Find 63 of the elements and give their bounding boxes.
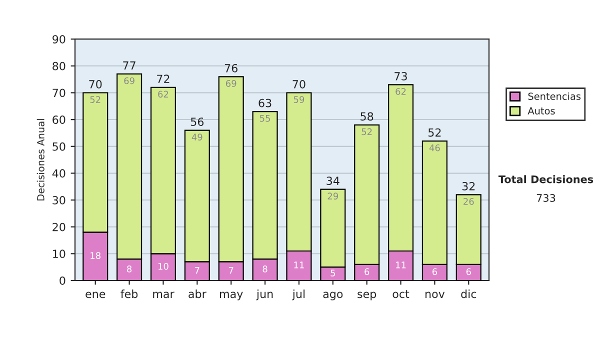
data-label: 11 [396, 262, 406, 268]
y-tick-label: 90 [52, 35, 66, 44]
data-label: 29 [328, 192, 338, 200]
data-label: 52 [90, 96, 100, 103]
total-label: 72 [157, 74, 170, 83]
total-label: 56 [190, 118, 204, 126]
text: Total Decisiones [498, 175, 594, 184]
text: 733 [536, 194, 556, 202]
x-tick-label: abr [188, 290, 206, 298]
total-label: 63 [258, 98, 272, 108]
y-tick-label: 10 [53, 250, 66, 258]
total-label: 77 [123, 61, 136, 70]
y-tick-label: 50 [52, 142, 66, 151]
data-label: 7 [195, 267, 200, 274]
data-label: 69 [124, 77, 134, 84]
x-tick-label: ago [323, 292, 343, 300]
data-label: 52 [362, 128, 372, 136]
y-tick-label: 40 [52, 169, 66, 178]
total-label: 34 [326, 176, 340, 186]
data-label: 10 [158, 262, 168, 270]
data-label: 62 [158, 90, 168, 98]
data-label: 11 [294, 262, 304, 268]
x-tick-label: sep [358, 292, 376, 300]
y-tick-label: 30 [52, 196, 66, 204]
x-tick-label: ene [86, 292, 106, 298]
data-label: 55 [260, 115, 270, 122]
data-label: 26 [464, 198, 474, 205]
x-tick-label: jun [256, 290, 273, 300]
data-label: 59 [294, 96, 304, 103]
y-tick-label: 80 [52, 62, 66, 70]
data-label: 18 [90, 252, 100, 259]
total-label: 52 [428, 128, 441, 137]
x-tick-label: dic [461, 290, 476, 298]
total-label: 73 [394, 72, 407, 80]
x-tick-label: feb [120, 290, 138, 298]
data-label: 7 [228, 267, 234, 274]
total-label: 70 [292, 80, 306, 88]
data-label: 8 [262, 266, 268, 272]
data-label: 6 [466, 268, 471, 276]
x-tick-label: may [220, 292, 243, 300]
y-axis-title: Decisiones Anual [36, 119, 44, 200]
total-label: 32 [462, 182, 475, 190]
x-tick-label: jul [292, 290, 305, 300]
x-tick-label: nov [426, 292, 445, 298]
total-label: 70 [89, 80, 102, 88]
data-label: 6 [432, 268, 438, 276]
total-label: 76 [224, 64, 238, 72]
data-label: 49 [192, 134, 202, 140]
total-label: 58 [360, 112, 374, 121]
y-tick-label: 70 [52, 88, 66, 98]
data-label: 6 [364, 268, 370, 276]
data-label: 46 [429, 144, 440, 152]
legend-label: Sentencias [528, 92, 581, 100]
x-tick-label: mar [153, 292, 174, 298]
x-tick-label: oct [392, 290, 410, 298]
data-label: 5 [330, 270, 335, 276]
y-tick-label: 0 [60, 276, 66, 285]
data-label: 69 [226, 80, 236, 87]
y-tick-label: 60 [52, 116, 66, 124]
data-label: 62 [396, 88, 406, 95]
data-label: 8 [127, 266, 132, 272]
y-tick-label: 20 [52, 222, 66, 232]
legend-label: Autos [528, 107, 555, 115]
